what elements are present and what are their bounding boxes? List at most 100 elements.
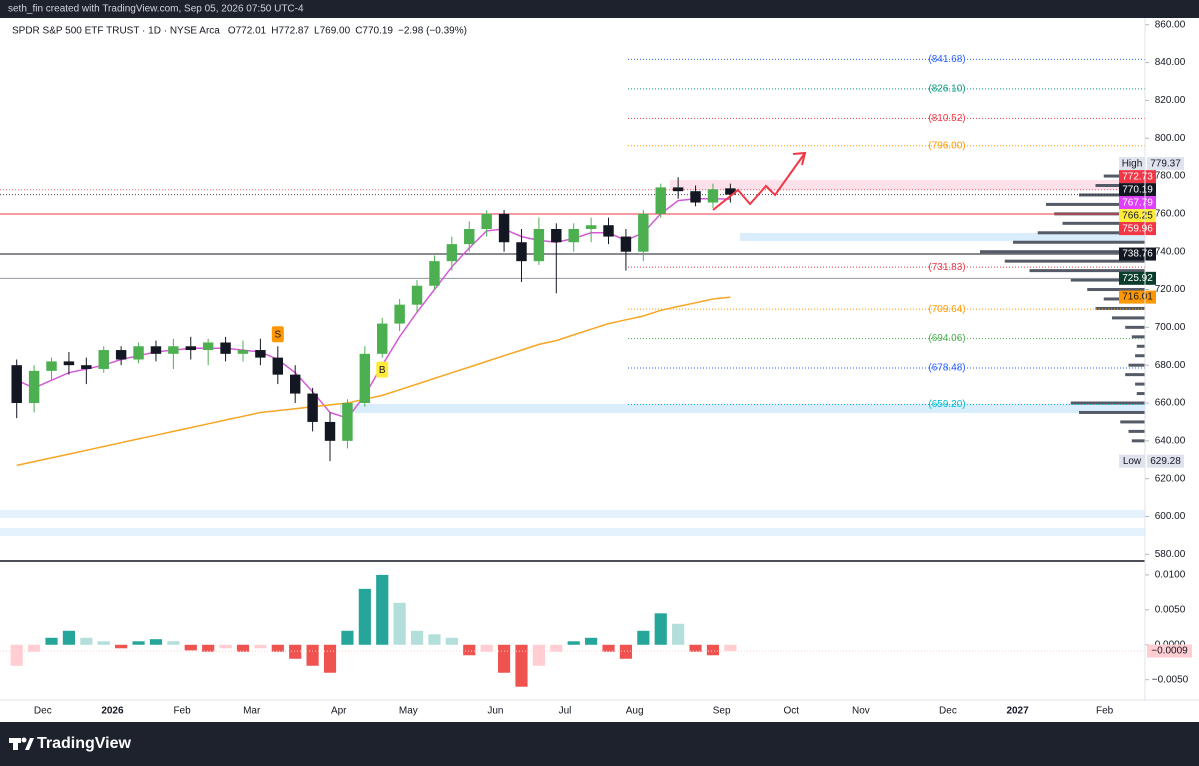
x-tick-label: 2026 bbox=[101, 706, 124, 717]
osc-tick-label: 0.0100 bbox=[1155, 570, 1186, 581]
candle-body bbox=[11, 365, 22, 404]
price-badge bbox=[1119, 222, 1156, 236]
volume-profile-bar bbox=[1079, 193, 1145, 197]
y-tick-label: 640.00 bbox=[1155, 435, 1186, 446]
volume-profile-bar bbox=[1125, 325, 1145, 329]
candle-body bbox=[638, 213, 649, 252]
volume-profile-bar bbox=[1070, 278, 1145, 282]
price-badge-tag bbox=[1119, 157, 1145, 171]
bottom-bar bbox=[0, 722, 1199, 766]
price-badge bbox=[1147, 157, 1184, 171]
volume-profile-bar bbox=[1131, 439, 1145, 443]
brand: TradingView bbox=[37, 735, 132, 752]
signal-label: S bbox=[274, 329, 281, 340]
oscillator-bar bbox=[706, 644, 720, 656]
oscillator-bar bbox=[45, 637, 58, 645]
price-badge-label: 770.19 bbox=[1122, 184, 1153, 195]
logo-mark bbox=[21, 737, 27, 743]
candle-body bbox=[255, 350, 266, 358]
oscillator-bar bbox=[602, 644, 615, 652]
price-badge bbox=[1119, 271, 1156, 285]
zone bbox=[0, 510, 1145, 518]
y-tick-label: 800.00 bbox=[1155, 133, 1186, 144]
oscillator-bar bbox=[393, 602, 406, 645]
volume-profile-bar bbox=[1046, 202, 1145, 206]
volume-profile-bar bbox=[1125, 373, 1145, 377]
price-badge-tag bbox=[1119, 454, 1145, 468]
fib-label: (796.00) bbox=[928, 140, 965, 151]
oscillator-bar bbox=[10, 644, 23, 666]
oscillator-bar bbox=[80, 637, 93, 645]
price-badge-tag-label: High bbox=[1122, 158, 1143, 169]
volume-profile-bar bbox=[1128, 429, 1145, 433]
price-badge-label: 779.37 bbox=[1150, 158, 1181, 169]
moving-average bbox=[16, 296, 731, 467]
oscillator-bar bbox=[149, 639, 163, 645]
oscillator-bar bbox=[550, 644, 563, 652]
signal-box bbox=[376, 361, 389, 378]
oscillator-bar bbox=[62, 630, 76, 645]
y-tick-label: 780.00 bbox=[1155, 171, 1186, 182]
x-tick-label: Jul bbox=[559, 706, 572, 717]
y-tick-label: 620.00 bbox=[1155, 473, 1186, 484]
quote-item: O772.01 bbox=[228, 26, 267, 37]
price-badge-label: 716.01 bbox=[1122, 292, 1153, 303]
price-badge bbox=[1119, 290, 1156, 304]
price-badge bbox=[1119, 170, 1156, 184]
oscillator-bar bbox=[28, 644, 41, 652]
price-badge bbox=[1119, 183, 1156, 197]
x-tick-label: Aug bbox=[626, 706, 644, 717]
candle-body bbox=[690, 191, 701, 203]
x-tick-label: May bbox=[399, 706, 418, 717]
candle-body bbox=[620, 236, 632, 252]
candle-body bbox=[725, 188, 736, 195]
volume-profile-bar bbox=[1062, 221, 1145, 225]
zone bbox=[740, 233, 1145, 241]
oscillator-bar bbox=[480, 644, 493, 652]
y-tick-label: 720.00 bbox=[1155, 284, 1186, 295]
candle-body bbox=[498, 213, 510, 243]
oscillator-bar bbox=[323, 644, 337, 673]
logo-mark bbox=[13, 738, 18, 750]
chart-background bbox=[0, 18, 1199, 722]
oscillator-bar bbox=[97, 641, 110, 645]
volume-profile-bar bbox=[1131, 335, 1145, 339]
volume-profile-bar bbox=[1120, 420, 1145, 424]
price-badge-label: 738.76 bbox=[1122, 249, 1153, 260]
osc-badge bbox=[1147, 644, 1192, 658]
volume-profile-bar bbox=[1136, 392, 1145, 396]
price-badge bbox=[1119, 209, 1156, 223]
candle-body bbox=[603, 225, 614, 237]
candle-body bbox=[185, 346, 196, 351]
candle-body bbox=[324, 421, 336, 441]
candle-body bbox=[672, 187, 684, 192]
oscillator-bar bbox=[689, 644, 702, 652]
arrow-head bbox=[792, 151, 807, 166]
y-tick-label: 700.00 bbox=[1155, 322, 1186, 333]
price-badge bbox=[1147, 454, 1184, 468]
brand-logo: TradingView bbox=[9, 735, 132, 752]
y-tick-label: 740.00 bbox=[1155, 246, 1186, 257]
oscillator-bar bbox=[376, 574, 389, 645]
oscillator-bar bbox=[271, 644, 284, 652]
x-tick-label: Dec bbox=[34, 706, 52, 717]
candle-body bbox=[655, 187, 666, 214]
x-tick-label: Jun bbox=[487, 706, 503, 717]
osc-tick-label: −0.0050 bbox=[1152, 674, 1189, 685]
x-tick-label: Nov bbox=[852, 706, 870, 717]
y-tick-label: 860.00 bbox=[1155, 19, 1186, 30]
candle-body bbox=[133, 346, 144, 360]
volume-profile-bar bbox=[1136, 344, 1145, 348]
oscillator-bar bbox=[497, 644, 511, 673]
candle-body bbox=[63, 361, 75, 366]
candle-body bbox=[220, 342, 231, 354]
oscillator-bar bbox=[219, 644, 232, 649]
oscillator-bar bbox=[167, 641, 180, 645]
oscillator-bar bbox=[115, 644, 128, 649]
oscillator-bar bbox=[132, 641, 145, 645]
volume-profile-bar bbox=[1004, 259, 1145, 263]
fib-label: (731.83) bbox=[928, 262, 965, 273]
y-tick-label: 820.00 bbox=[1155, 95, 1186, 106]
candle-body bbox=[516, 242, 527, 262]
volume-profile-bar bbox=[1037, 231, 1145, 235]
